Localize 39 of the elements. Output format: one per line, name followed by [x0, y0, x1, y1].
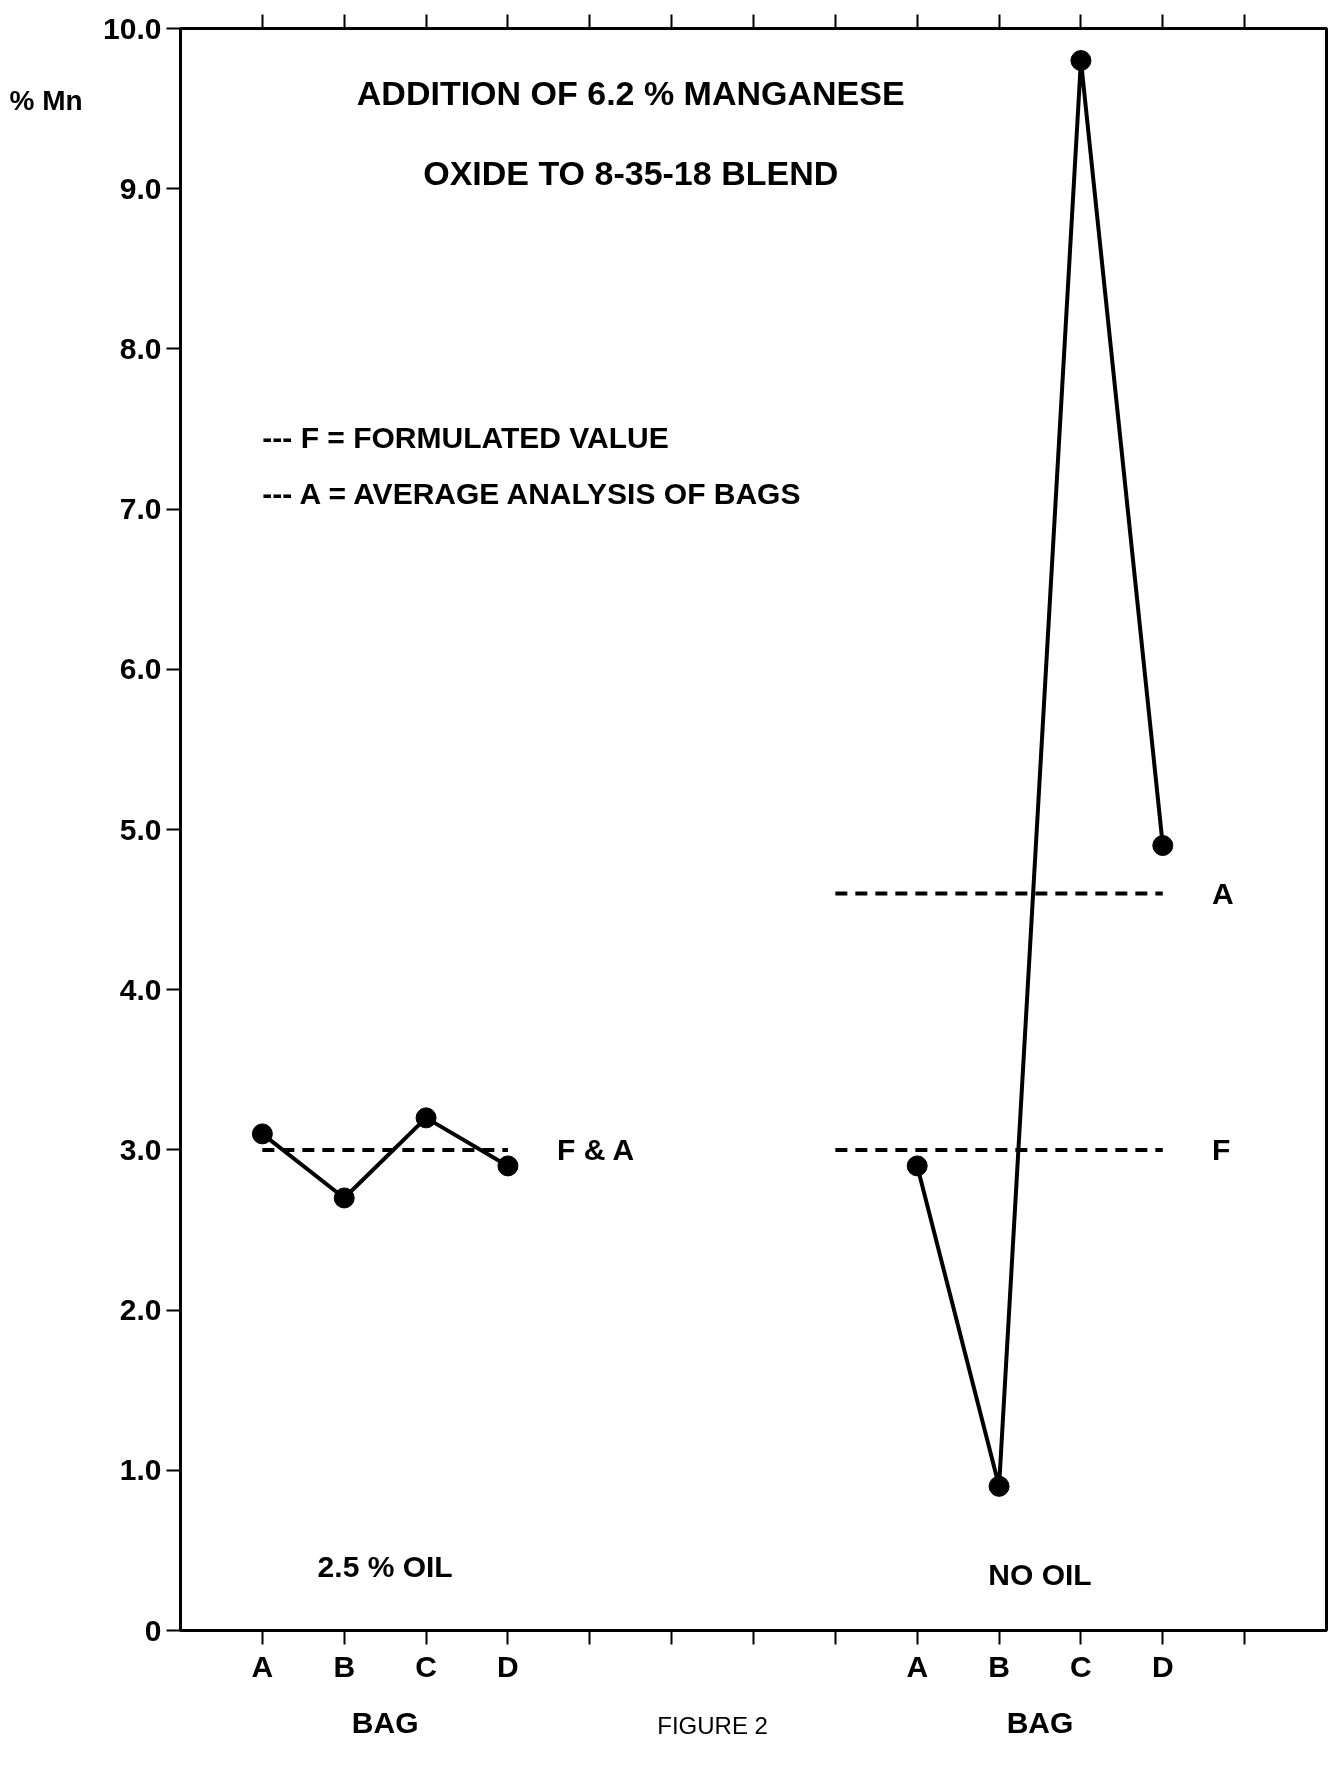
annotation: NO OIL — [988, 1557, 1092, 1591]
text: BAG — [1006, 1705, 1074, 1739]
annotation: --- A = AVERAGE ANALYSIS OF BAGS — [262, 476, 801, 510]
point — [1070, 50, 1092, 72]
x-tick-label: C — [415, 1649, 437, 1683]
y-tick-label: 5.0 — [119, 812, 162, 846]
y-tick-label: 0 — [144, 1613, 162, 1647]
point — [333, 1187, 355, 1209]
series-label: F & A — [557, 1133, 635, 1167]
x-tick-label: B — [988, 1649, 1010, 1683]
y-tick-label: 7.0 — [119, 492, 162, 526]
chart-title: ADDITION OF 6.2 % MANGANESE OXIDE TO 8-35-18 BLEND — [356, 73, 905, 192]
x-tick-label: C — [1070, 1649, 1092, 1683]
y-tick-label: 8.0 — [119, 331, 162, 365]
x-tick-label: D — [497, 1649, 519, 1683]
y-tick-label: 3.0 — [119, 1132, 162, 1166]
point — [415, 1107, 437, 1129]
point — [906, 1155, 928, 1177]
y-axis-title: % Mn — [9, 85, 83, 117]
point — [251, 1123, 273, 1145]
y-tick-label: 2.0 — [119, 1293, 162, 1327]
x-tick-label: A — [906, 1649, 929, 1683]
point — [497, 1155, 519, 1177]
y-tick-label: 1.0 — [119, 1453, 162, 1487]
y-tick-label: 4.0 — [119, 972, 162, 1006]
annotation: --- F = FORMULATED VALUE — [262, 420, 669, 454]
y-tick-label: 10.0 — [103, 11, 162, 45]
x-tick-label: D — [1151, 1649, 1174, 1683]
annotation: 2.5 % OIL — [317, 1549, 453, 1583]
caption: FIGURE 2 — [657, 1712, 768, 1739]
y-tick-label: 9.0 — [119, 171, 162, 205]
series-label: A — [1211, 877, 1234, 911]
series-label: F — [1211, 1133, 1231, 1167]
point — [1152, 835, 1174, 856]
x-tick-label: B — [333, 1649, 356, 1683]
point — [988, 1475, 1010, 1497]
x-tick-label: A — [251, 1649, 274, 1683]
x-axis-title: BAG — [351, 1705, 419, 1739]
y-tick-label: 6.0 — [119, 652, 162, 686]
